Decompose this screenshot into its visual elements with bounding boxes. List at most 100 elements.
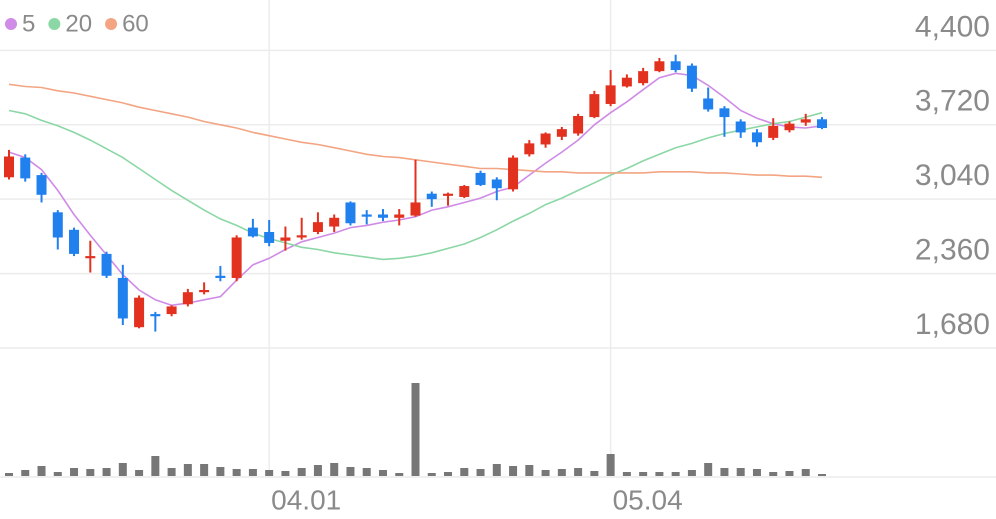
candle-body [605,85,616,104]
legend-dot [48,18,61,30]
candle-body [394,214,405,218]
candle-body [800,119,811,123]
candle-body [735,121,746,133]
volume-bar [232,469,241,476]
candle-body [686,65,697,89]
volume-bar [590,471,599,476]
volume-bar [671,472,680,476]
volume-bar [281,471,290,476]
candle-body [377,214,388,218]
candle-body [52,212,63,238]
volume-bar [687,470,696,476]
candle-body [508,157,519,190]
candle-body [638,71,649,84]
candle-body [199,290,210,293]
y-tick-label: 3,720 [915,85,990,118]
volume-bar [655,472,664,476]
candle-body [654,61,665,72]
candle-body [150,314,161,317]
volume-bar [265,470,274,476]
y-tick-label: 4,400 [915,10,990,43]
candle-body [215,275,226,278]
volume-bar [151,456,160,476]
candle-body [166,306,177,315]
candle-body [182,292,193,305]
candle-body [20,157,31,179]
candle-body [361,214,372,217]
volume-bar [346,467,355,476]
volume-bar [818,474,826,476]
y-tick-label: 1,680 [915,308,990,341]
volume-bar [37,466,46,476]
volume-bar [509,466,518,476]
candle-body [556,129,567,137]
candle-body [312,222,323,232]
y-tick-label: 2,360 [915,234,990,267]
candle-body [296,235,307,238]
candle-body [524,143,535,155]
volume-bar [736,468,745,476]
candle-body [751,132,762,143]
volume-bar [216,467,225,476]
x-tick-label: 05.04 [613,484,683,515]
volume-bar [720,468,729,476]
candle-body [540,133,551,145]
candle-body [345,202,356,224]
volume-bar [167,468,176,476]
candle-body [231,237,242,278]
volume-bar [801,469,810,476]
volume-bar [704,463,713,476]
candle-body [768,125,779,138]
candle-body [329,217,340,227]
volume-bar [70,468,79,476]
legend-label: 20 [65,10,92,37]
candle-body [784,123,795,131]
volume-bar [427,473,436,476]
candle-body [719,108,730,118]
volume-bar [574,468,583,476]
candle-body [589,94,600,118]
volume-bar [492,464,501,476]
volume-bar [200,464,209,476]
volume-bar [769,472,778,476]
legend-dot [5,18,17,30]
candle-body [134,297,145,328]
ma-line [8,72,823,307]
candle-body [621,77,632,87]
volume-bar [622,472,631,476]
legend-label: 60 [122,10,149,37]
volume-bar [86,469,95,476]
candle-body [573,116,584,134]
volume-bar [118,463,127,476]
volume-bar [378,470,387,476]
candle-body [491,179,502,189]
volume-bar [476,469,485,476]
volume-bar [53,472,62,476]
candle-body [264,232,275,243]
volume-bar [313,465,322,476]
volume-bar [639,472,648,476]
candle-body [280,237,291,241]
candle-body [410,202,421,216]
volume-bar [102,468,111,476]
volume-bar [785,471,794,476]
volume-bar [444,472,453,476]
candle-body [247,227,258,237]
candle-body [426,193,437,200]
volume-bar [362,468,371,476]
y-tick-label: 3,040 [915,159,990,192]
legend-label: 5 [22,10,35,37]
volume-bar [183,464,192,476]
volume-bar [606,454,615,476]
candle-body [670,61,681,71]
volume-bar [395,473,404,476]
legend-dot [105,18,118,30]
candle-body [443,193,454,196]
volume-bar [135,470,144,476]
volume-bar [557,469,566,476]
candle-body [475,172,486,185]
candle-body [817,119,827,129]
volume-bar [248,469,257,476]
volume-bar [541,470,550,476]
